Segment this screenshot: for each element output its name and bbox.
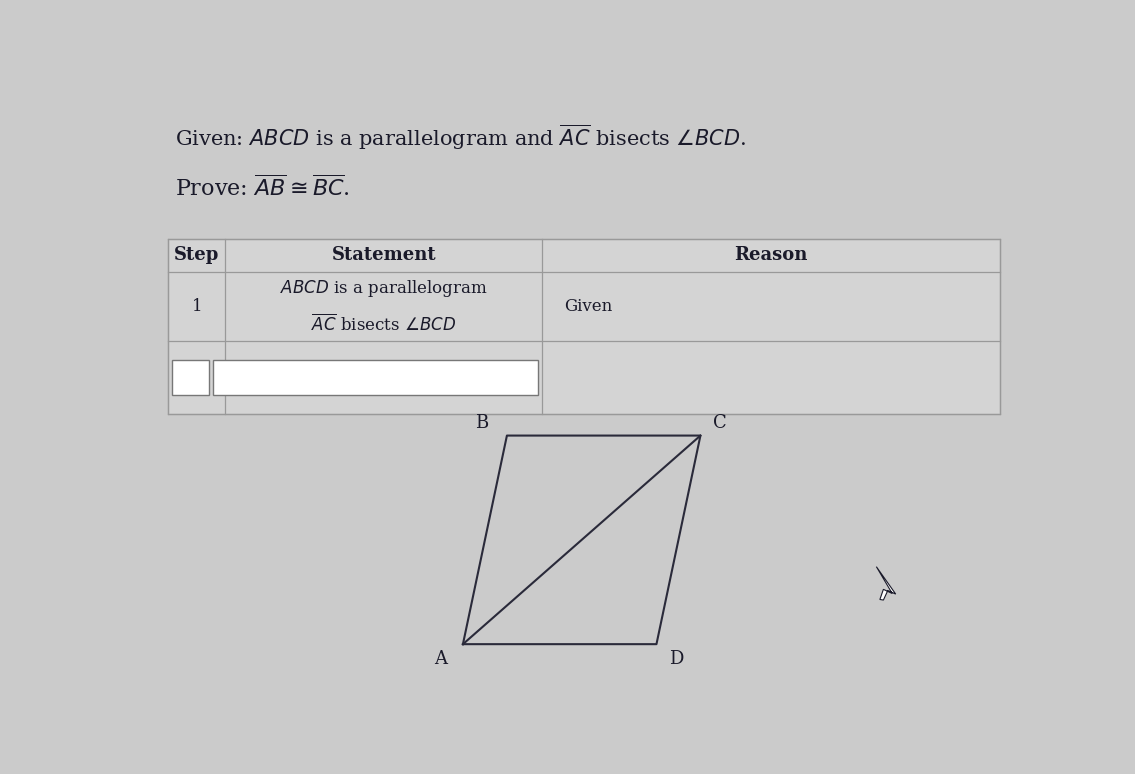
Text: C: C — [713, 414, 726, 433]
Bar — [213, 360, 538, 395]
Text: Step: Step — [174, 246, 219, 264]
Polygon shape — [876, 567, 896, 600]
Text: $\mathit{ABCD}$ is a parallelogram: $\mathit{ABCD}$ is a parallelogram — [280, 278, 488, 300]
Text: Reason: Reason — [734, 246, 807, 264]
Text: Given: Given — [564, 298, 613, 315]
Text: Type of Statement: Type of Statement — [224, 371, 353, 385]
Text: Prove: $\overline{AB} \cong \overline{BC}$.: Prove: $\overline{AB} \cong \overline{BC… — [175, 176, 351, 201]
Text: B: B — [474, 414, 488, 433]
Text: 1: 1 — [192, 298, 202, 315]
Text: Given: $\mathit{ABCD}$ is a parallelogram and $\overline{AC}$ bisects $\angle BC: Given: $\mathit{ABCD}$ is a parallelogra… — [175, 123, 747, 152]
Text: Statement: Statement — [331, 246, 436, 264]
Text: $\overline{AC}$ bisects $\angle BCD$: $\overline{AC}$ bisects $\angle BCD$ — [311, 313, 456, 335]
Text: try: try — [180, 371, 200, 385]
Text: ▾: ▾ — [524, 373, 530, 385]
Text: A: A — [434, 649, 447, 667]
Bar — [171, 360, 209, 395]
Text: D: D — [670, 649, 683, 667]
Bar — [168, 239, 1000, 413]
